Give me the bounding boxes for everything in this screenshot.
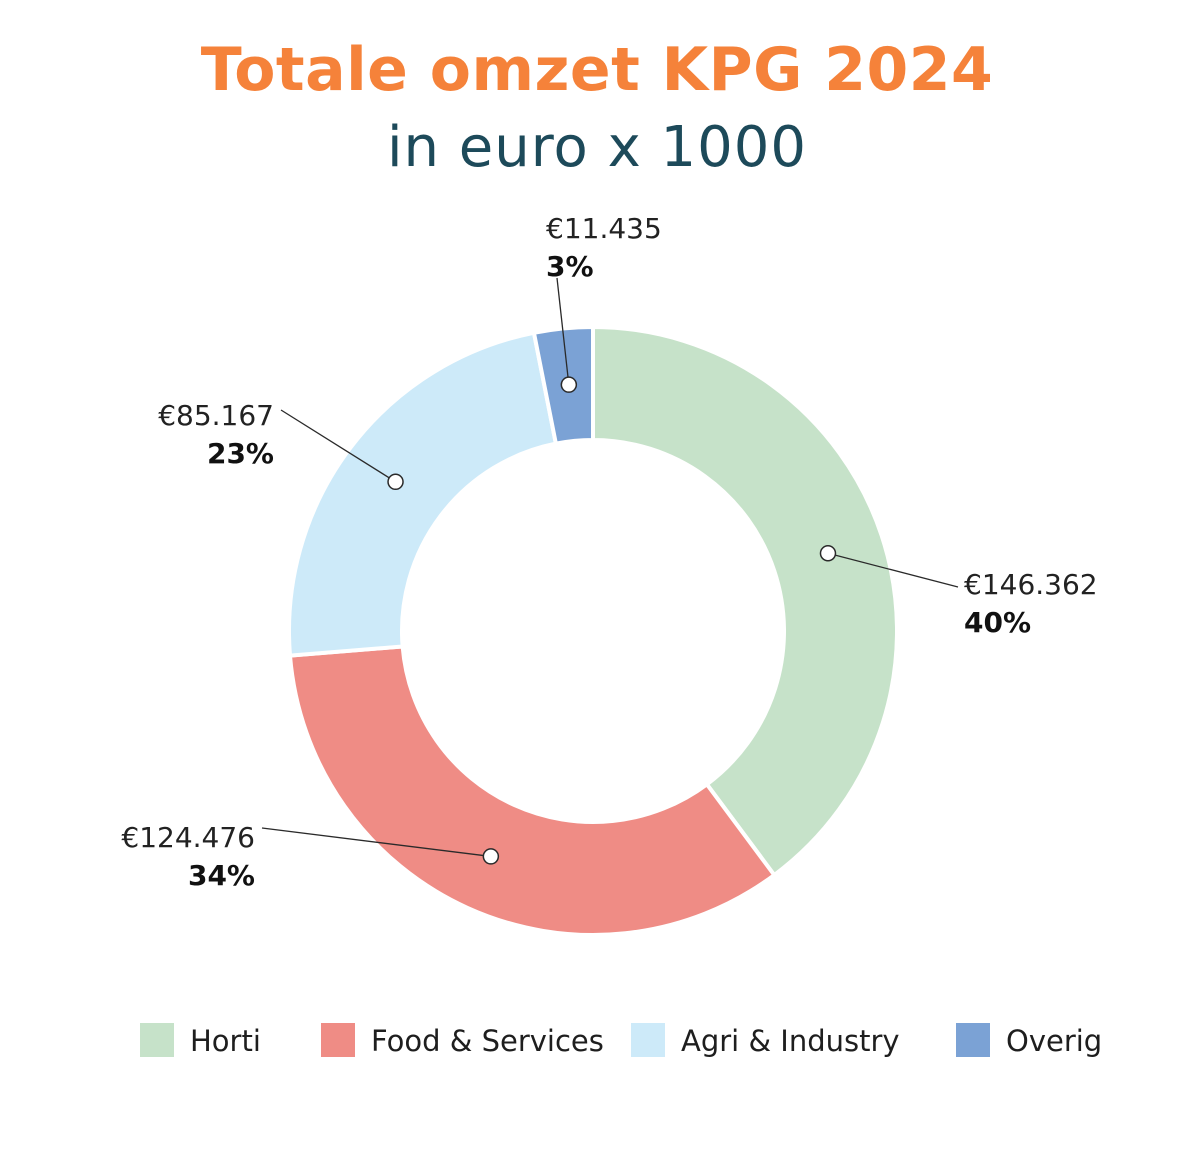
leader-dot-overig <box>560 376 578 393</box>
legend-label-horti: Horti <box>190 1024 261 1058</box>
leader-dot-food-services <box>482 848 500 865</box>
chart-subtitle: in euro x 1000 <box>386 115 808 180</box>
legend-label-agri-industry: Agri & Industry <box>681 1024 900 1058</box>
value-label-agri-industry: €85.167 <box>158 399 274 432</box>
slice-agri-industry <box>287 330 559 658</box>
slice-horti <box>591 324 899 878</box>
legend: Horti Food & Services Agri & Industry Ov… <box>0 1016 1194 1066</box>
slice-labels: €146.362 40% €124.476 34% €85.167 23% €11.435 3… <box>121 212 1097 892</box>
leader-line-horti <box>827 552 959 588</box>
leader-dot-horti <box>819 545 837 562</box>
percent-label-agri-industry: 23% <box>207 437 274 470</box>
percent-label-horti: 40% <box>964 606 1031 639</box>
chart-title: Totale omzet KPG 2024 <box>200 35 994 105</box>
legend-swatch-horti <box>140 1023 174 1057</box>
leader-lines <box>261 277 959 865</box>
percent-label-food-services: 34% <box>188 859 255 892</box>
legend-swatch-food-services <box>321 1023 355 1057</box>
legend-swatch-overig <box>956 1023 990 1057</box>
leader-line-agri-industry <box>280 409 396 483</box>
value-label-overig: €11.435 <box>546 212 662 245</box>
leader-line-overig <box>556 277 570 385</box>
value-label-horti: €146.362 <box>964 568 1098 601</box>
donut-slices <box>287 324 899 937</box>
percent-label-overig: 3% <box>546 250 594 283</box>
leader-dot-agri-industry <box>387 473 404 491</box>
slice-food-services <box>287 644 778 937</box>
legend-swatch-agri-industry <box>631 1023 665 1057</box>
leader-line-food-services <box>261 827 491 858</box>
value-label-food-services: €124.476 <box>121 821 255 854</box>
legend-label-food-services: Food & Services <box>371 1024 604 1058</box>
legend-label-overig: Overig <box>1006 1024 1103 1058</box>
